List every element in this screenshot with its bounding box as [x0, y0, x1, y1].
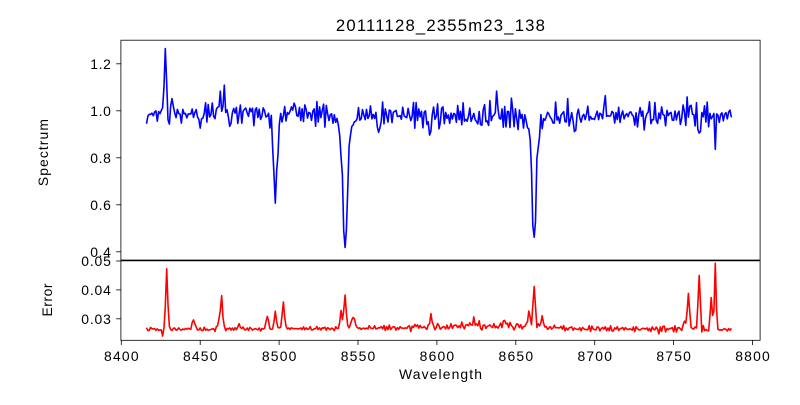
svg-text:0.8: 0.8 [90, 150, 111, 166]
svg-text:Wavelength: Wavelength [399, 366, 482, 382]
svg-text:8700: 8700 [577, 348, 612, 364]
svg-text:1.2: 1.2 [90, 56, 111, 72]
svg-text:0.03: 0.03 [81, 311, 111, 327]
svg-text:8450: 8450 [183, 348, 218, 364]
svg-text:Spectrum: Spectrum [35, 119, 51, 186]
svg-text:8800: 8800 [735, 348, 770, 364]
svg-text:8600: 8600 [420, 348, 455, 364]
svg-text:8650: 8650 [499, 348, 534, 364]
svg-text:8400: 8400 [104, 348, 139, 364]
svg-text:8750: 8750 [656, 348, 691, 364]
svg-text:0.05: 0.05 [81, 253, 111, 269]
svg-text:0.04: 0.04 [81, 282, 111, 298]
svg-text:0.6: 0.6 [90, 197, 111, 213]
svg-text:8550: 8550 [341, 348, 376, 364]
svg-text:Error: Error [39, 283, 55, 316]
svg-text:8500: 8500 [262, 348, 297, 364]
svg-text:1.0: 1.0 [90, 103, 111, 119]
svg-text:0.4: 0.4 [90, 244, 111, 260]
